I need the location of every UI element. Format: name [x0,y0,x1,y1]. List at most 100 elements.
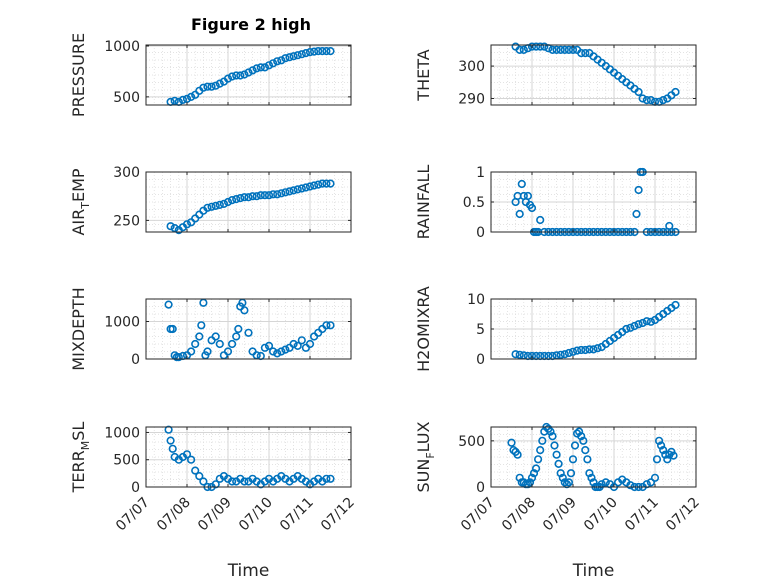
data-point [322,179,331,188]
data-point [168,324,177,334]
y-axis-label: H2OMIXRA [414,286,433,372]
subplot-3: 250 300 AIRTEMP [69,165,352,236]
data-point [207,82,216,91]
data-point [626,323,635,332]
data-point [560,478,569,487]
y-axis-label: MIXDEPTH [69,287,88,370]
data-point [305,182,315,191]
data-point [223,347,233,356]
data-point [585,469,594,478]
data-point [256,191,265,200]
data-point [199,83,208,92]
data-point [223,197,233,207]
data-point [513,450,522,459]
data-point [289,52,298,61]
data-point [285,53,294,62]
subplot-6: 0 5 10 H2OMIXRA [414,286,697,372]
data-point [654,436,664,445]
data-point [552,45,561,55]
data-point [170,224,179,233]
y-tick-label: 1000 [104,425,140,441]
y-axis-label: RAINFALL [414,165,433,240]
data-point [523,191,533,201]
y-tick-label: 500 [113,90,140,106]
data-point [671,87,680,97]
data-point [531,42,541,51]
data-point [244,193,253,202]
data-point [297,336,306,345]
data-point [244,328,253,337]
data-point [166,222,175,231]
data-point [548,45,557,55]
data-point [529,469,539,478]
data-point [215,79,224,88]
data-point [281,54,290,63]
data-point [556,350,565,359]
data-point [659,446,668,455]
data-point [597,480,606,489]
data-point [326,179,335,188]
data-point [269,190,278,199]
y-axis-label: THETA [414,49,433,101]
data-point [281,188,290,197]
data-point [585,345,594,354]
data-point [260,63,270,72]
data-point [203,203,212,212]
data-point [318,179,327,188]
data-point [527,203,537,213]
data-point [577,432,586,441]
data-point [525,478,535,487]
data-point [517,179,526,189]
data-point [669,451,678,460]
data-point [310,181,319,190]
data-point [531,464,541,473]
data-point [589,345,598,354]
data-point [589,478,598,487]
data-point [264,61,274,70]
data-point [560,45,569,55]
data-point [297,50,306,59]
data-point [240,306,249,315]
data-point [240,70,249,79]
data-point [199,477,208,486]
data-point [568,347,578,356]
data-point [219,199,228,208]
data-point [203,82,212,91]
data-point [634,87,643,97]
data-point [519,45,528,55]
data-point [548,432,557,441]
data-point [650,473,660,482]
data-point [168,444,177,453]
data-point [240,193,249,202]
x-axis-label: Time [572,561,615,581]
subplot-1: 500 1000 PRESSURE [69,33,352,117]
data-point [215,339,224,349]
data-point [634,185,643,195]
x-axis-label: Time [227,561,270,581]
axes-frame [490,426,697,488]
data-point [277,56,286,65]
data-point [326,321,335,330]
data-point [630,321,639,331]
y-tick-label: 10 [467,292,485,308]
data-point [228,196,237,205]
y-tick-label: 0 [476,225,485,241]
figure-title: Figure 2 high [191,15,311,34]
data-point [273,57,282,66]
data-point [564,45,574,55]
data-point [178,95,187,104]
data-point [646,95,656,105]
data-point [577,345,586,355]
y-tick-label: 0 [131,480,140,496]
data-point [197,321,206,330]
data-point [560,350,569,359]
data-point [536,42,545,51]
data-point [211,81,220,90]
data-point [583,455,592,464]
data-point [634,320,643,329]
data-point [207,202,216,211]
data-point [182,220,192,229]
y-tick-label: 250 [113,213,140,229]
subplot-2: 290 300 THETA [414,42,697,108]
data-point [269,347,278,356]
